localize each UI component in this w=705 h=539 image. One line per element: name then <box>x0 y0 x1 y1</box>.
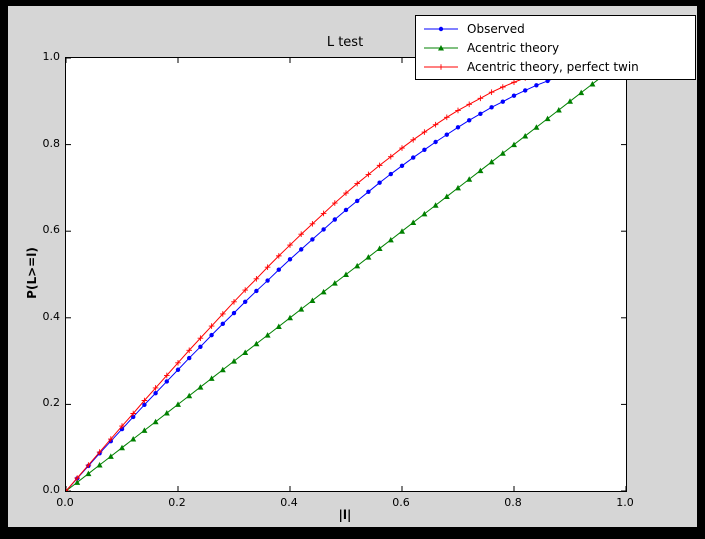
legend-item: Acentric theory <box>422 38 689 57</box>
legend-item: Observed <box>422 19 689 38</box>
y-tick-label: 0.4 <box>42 309 61 323</box>
x-tick-label: 1.0 <box>616 496 634 509</box>
series-markers-triangle <box>66 58 626 491</box>
legend-item: Acentric theory, perfect twin <box>422 57 689 76</box>
x-tick-label: 0.2 <box>168 496 186 509</box>
plot-area <box>65 57 627 492</box>
y-tick-label: 0.6 <box>42 223 61 237</box>
legend-label: Acentric theory <box>467 40 560 55</box>
x-tick-label: 0.6 <box>392 496 410 509</box>
legend: Observed Acentric theory Acentric theory, … <box>415 15 696 80</box>
x-tick-label: 0.8 <box>504 496 522 509</box>
legend-label: Observed <box>467 21 525 36</box>
x-tick-label: 0.0 <box>56 496 74 509</box>
legend-line-sample <box>424 26 458 31</box>
figure-canvas: L test |l| P(L>=l) Observed Acentric theo… <box>8 6 697 527</box>
legend-line-sample <box>424 44 458 50</box>
y-tick-label: 0.0 <box>42 483 61 496</box>
x-axis-label: |l| <box>338 508 352 522</box>
y-tick-label: 0.2 <box>42 396 61 410</box>
x-tick-label: 0.4 <box>280 496 298 509</box>
chart-title: L test <box>326 35 364 50</box>
y-tick-label: 0.8 <box>42 136 61 150</box>
plot-canvas <box>66 58 626 491</box>
y-tick-label: 1.0 <box>42 50 61 63</box>
legend-label: Acentric theory, perfect twin <box>467 59 639 74</box>
y-axis-label: P(L>=l) <box>25 247 39 299</box>
legend-line-sample <box>424 63 458 70</box>
